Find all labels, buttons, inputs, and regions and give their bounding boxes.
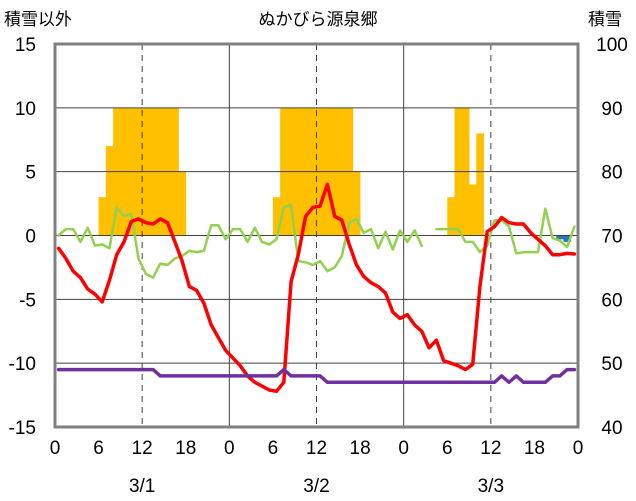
right-tick-label: 80 — [601, 163, 622, 184]
x-tick-label: 12 — [132, 438, 153, 459]
temperature-line — [56, 182, 577, 394]
right-axis-label: 積雪 — [588, 10, 622, 29]
precip-bar — [105, 146, 114, 236]
chart-title: ぬかびら源泉郷 — [259, 10, 378, 29]
negative-bar — [556, 235, 564, 240]
series-lines — [56, 182, 577, 394]
left-axis-label: 積雪以外 — [4, 10, 72, 29]
x-tick-label: 6 — [442, 438, 453, 459]
x-tick-label: 18 — [175, 438, 196, 459]
left-tick-label: 15 — [15, 35, 36, 56]
precip-bar — [178, 171, 187, 236]
x-tick-label: 0 — [50, 438, 61, 459]
right-tick-label: 90 — [601, 99, 622, 120]
right-tick-label: 40 — [601, 418, 622, 439]
precip-bar — [98, 197, 107, 236]
x-tick-label: 6 — [93, 438, 104, 459]
x-tick-label: 0 — [398, 438, 409, 459]
left-tick-label: 0 — [25, 227, 36, 248]
x-tick-label: 12 — [480, 438, 501, 459]
precip-bar — [469, 184, 477, 236]
precip-bar — [476, 133, 484, 236]
precip-bar — [352, 171, 361, 236]
left-tick-label: -15 — [9, 418, 36, 439]
right-tick-label: 70 — [601, 227, 622, 248]
left-tick-label: -10 — [9, 354, 36, 375]
x-tick-label: 18 — [524, 438, 545, 459]
date-label: 3/3 — [478, 476, 504, 497]
precip-bar — [447, 197, 455, 236]
wind-line — [57, 203, 576, 279]
negative-bar — [563, 235, 572, 242]
right-tick-label: 100 — [596, 35, 628, 56]
x-tick-label: 6 — [268, 438, 279, 459]
x-tick-label: 18 — [350, 438, 371, 459]
right-tick-label: 60 — [601, 290, 622, 311]
axis-labels: ぬかびら源泉郷 積雪以外 積雪 151050-5-10-151009080706… — [4, 10, 628, 497]
left-tick-label: -5 — [19, 290, 36, 311]
x-tick-label: 12 — [306, 438, 327, 459]
x-tick-label: 0 — [224, 438, 235, 459]
left-tick-label: 5 — [25, 163, 36, 184]
right-tick-label: 50 — [601, 354, 622, 375]
snow-depth-line — [56, 367, 577, 385]
left-tick-label: 10 — [15, 99, 36, 120]
x-tick-label: 0 — [573, 438, 584, 459]
plot-frame — [53, 42, 580, 429]
precip-bar — [272, 197, 281, 236]
date-label: 3/2 — [303, 476, 329, 497]
date-label: 3/1 — [129, 476, 155, 497]
plot-border — [53, 42, 580, 429]
